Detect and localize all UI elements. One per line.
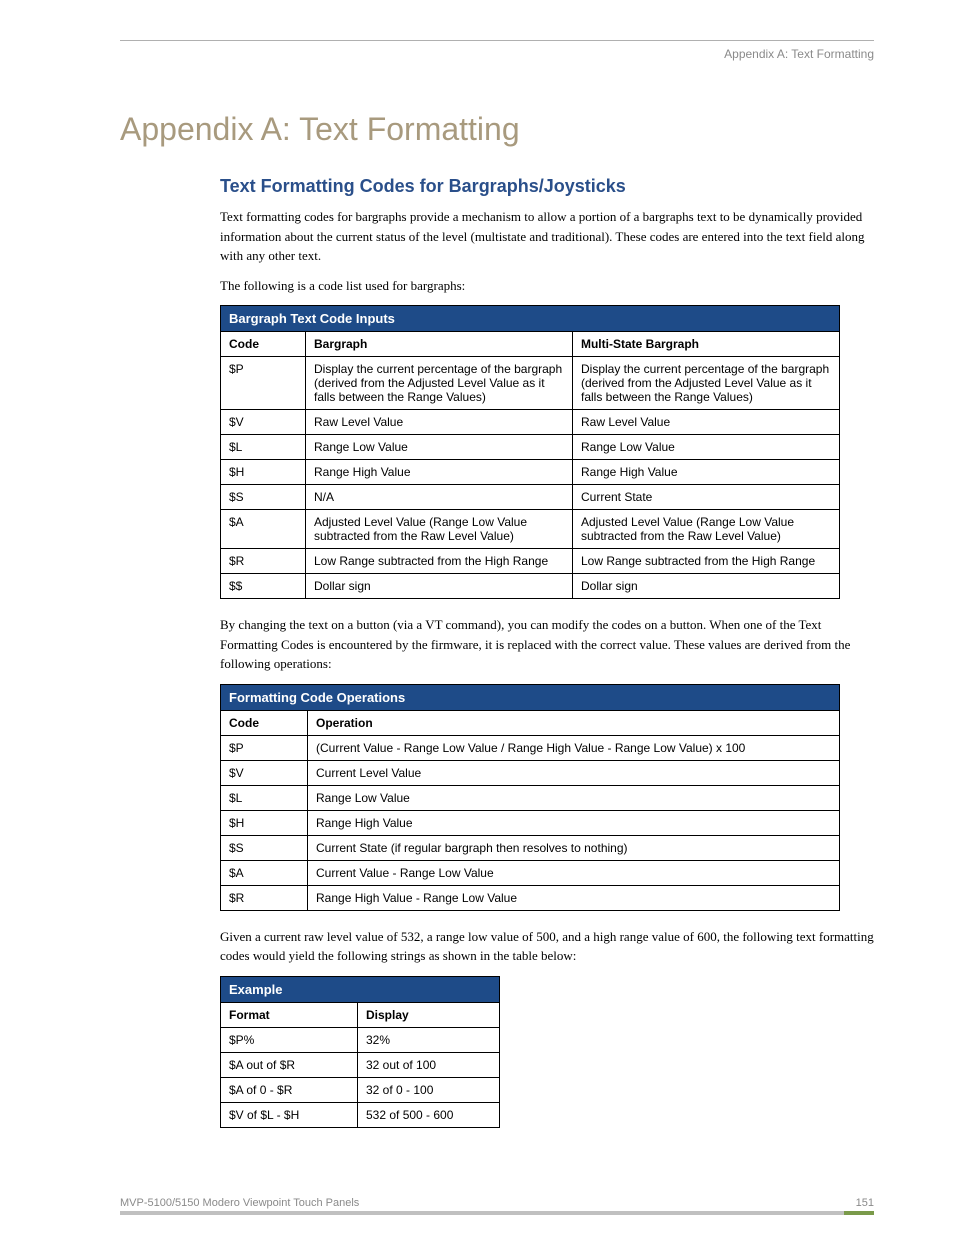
- header-label: Appendix A: Text Formatting: [120, 47, 874, 61]
- table-row: $SN/ACurrent State: [221, 485, 840, 510]
- table-cell: Range Low Value: [308, 785, 840, 810]
- table-cell: 32 of 0 - 100: [358, 1077, 500, 1102]
- table-title: Example: [221, 976, 500, 1002]
- table-row: $SCurrent State (if regular bargraph the…: [221, 835, 840, 860]
- table-cell: $R: [221, 885, 308, 910]
- column-header: Display: [358, 1002, 500, 1027]
- table-cell: $S: [221, 485, 306, 510]
- table-row: $LRange Low Value: [221, 785, 840, 810]
- table-cell: $P: [221, 357, 306, 410]
- table-cell: Range High Value - Range Low Value: [308, 885, 840, 910]
- table-cell: $V: [221, 410, 306, 435]
- example-table: Example Format Display $P%32%$A out of $…: [220, 976, 500, 1128]
- table-cell: $P%: [221, 1027, 358, 1052]
- table-cell: Current Level Value: [308, 760, 840, 785]
- table-cell: Dollar sign: [572, 574, 839, 599]
- table-row: $V of $L - $H532 of 500 - 600: [221, 1102, 500, 1127]
- footer-page-number: 151: [856, 1197, 874, 1209]
- table-cell: Current State (if regular bargraph then …: [308, 835, 840, 860]
- paragraph: Text formatting codes for bargraphs prov…: [220, 207, 874, 266]
- table-row: $VRaw Level ValueRaw Level Value: [221, 410, 840, 435]
- table-cell: $L: [221, 785, 308, 810]
- table-row: $A out of $R32 out of 100: [221, 1052, 500, 1077]
- table-cell: $A: [221, 510, 306, 549]
- table-cell: N/A: [305, 485, 572, 510]
- table-cell: (Current Value - Range Low Value / Range…: [308, 735, 840, 760]
- table-cell: Raw Level Value: [572, 410, 839, 435]
- table-cell: $H: [221, 810, 308, 835]
- header-rule: [120, 40, 874, 41]
- table-cell: Range Low Value: [572, 435, 839, 460]
- column-header: Format: [221, 1002, 358, 1027]
- table-cell: Dollar sign: [305, 574, 572, 599]
- content-block: Text Formatting Codes for Bargraphs/Joys…: [220, 176, 874, 1128]
- table-cell: 532 of 500 - 600: [358, 1102, 500, 1127]
- column-header: Bargraph: [305, 332, 572, 357]
- table-row: $ACurrent Value - Range Low Value: [221, 860, 840, 885]
- footer-bar: [120, 1211, 874, 1215]
- column-header: Operation: [308, 710, 840, 735]
- page-title: Appendix A: Text Formatting: [120, 111, 874, 148]
- table-cell: Range High Value: [572, 460, 839, 485]
- table-cell: Low Range subtracted from the High Range: [305, 549, 572, 574]
- table-cell: $L: [221, 435, 306, 460]
- table-cell: Raw Level Value: [305, 410, 572, 435]
- operations-table: Formatting Code Operations Code Operatio…: [220, 684, 840, 911]
- table-cell: $H: [221, 460, 306, 485]
- table-cell: $S: [221, 835, 308, 860]
- table-cell: Adjusted Level Value (Range Low Value su…: [305, 510, 572, 549]
- table-cell: Current Value - Range Low Value: [308, 860, 840, 885]
- document-page: Appendix A: Text Formatting Appendix A: …: [0, 0, 954, 1235]
- column-header: Code: [221, 332, 306, 357]
- table-cell: Display the current percentage of the ba…: [305, 357, 572, 410]
- table-cell: 32 out of 100: [358, 1052, 500, 1077]
- table-title: Bargraph Text Code Inputs: [221, 306, 840, 332]
- footer-product: MVP-5100/5150 Modero Viewpoint Touch Pan…: [120, 1197, 359, 1209]
- table-cell: Range Low Value: [305, 435, 572, 460]
- table-row: $LRange Low ValueRange Low Value: [221, 435, 840, 460]
- table-cell: Range High Value: [305, 460, 572, 485]
- table-row: $P(Current Value - Range Low Value / Ran…: [221, 735, 840, 760]
- table-row: $HRange High Value: [221, 810, 840, 835]
- table-cell: $V: [221, 760, 308, 785]
- table-cell: $$: [221, 574, 306, 599]
- table-cell: Current State: [572, 485, 839, 510]
- table-cell: Low Range subtracted from the High Range: [572, 549, 839, 574]
- table-row: $$Dollar signDollar sign: [221, 574, 840, 599]
- column-header: Multi-State Bargraph: [572, 332, 839, 357]
- table-row: $HRange High ValueRange High Value: [221, 460, 840, 485]
- table-row: $RLow Range subtracted from the High Ran…: [221, 549, 840, 574]
- paragraph: By changing the text on a button (via a …: [220, 615, 874, 674]
- column-header: Code: [221, 710, 308, 735]
- paragraph: Given a current raw level value of 532, …: [220, 927, 874, 966]
- table-title: Formatting Code Operations: [221, 684, 840, 710]
- section-heading: Text Formatting Codes for Bargraphs/Joys…: [220, 176, 874, 197]
- table-cell: Adjusted Level Value (Range Low Value su…: [572, 510, 839, 549]
- table-row: $VCurrent Level Value: [221, 760, 840, 785]
- table-cell: $V of $L - $H: [221, 1102, 358, 1127]
- table-row: $A of 0 - $R32 of 0 - 100: [221, 1077, 500, 1102]
- table-cell: 32%: [358, 1027, 500, 1052]
- table-cell: Range High Value: [308, 810, 840, 835]
- table-cell: $P: [221, 735, 308, 760]
- table-cell: Display the current percentage of the ba…: [572, 357, 839, 410]
- table-row: $P%32%: [221, 1027, 500, 1052]
- table-cell: $R: [221, 549, 306, 574]
- page-footer: MVP-5100/5150 Modero Viewpoint Touch Pan…: [120, 1197, 874, 1215]
- table-row: $PDisplay the current percentage of the …: [221, 357, 840, 410]
- table-cell: $A of 0 - $R: [221, 1077, 358, 1102]
- table-cell: $A: [221, 860, 308, 885]
- bargraph-codes-table: Bargraph Text Code Inputs Code Bargraph …: [220, 305, 840, 599]
- table-cell: $A out of $R: [221, 1052, 358, 1077]
- table-row: $RRange High Value - Range Low Value: [221, 885, 840, 910]
- table-row: $AAdjusted Level Value (Range Low Value …: [221, 510, 840, 549]
- paragraph: The following is a code list used for ba…: [220, 276, 874, 296]
